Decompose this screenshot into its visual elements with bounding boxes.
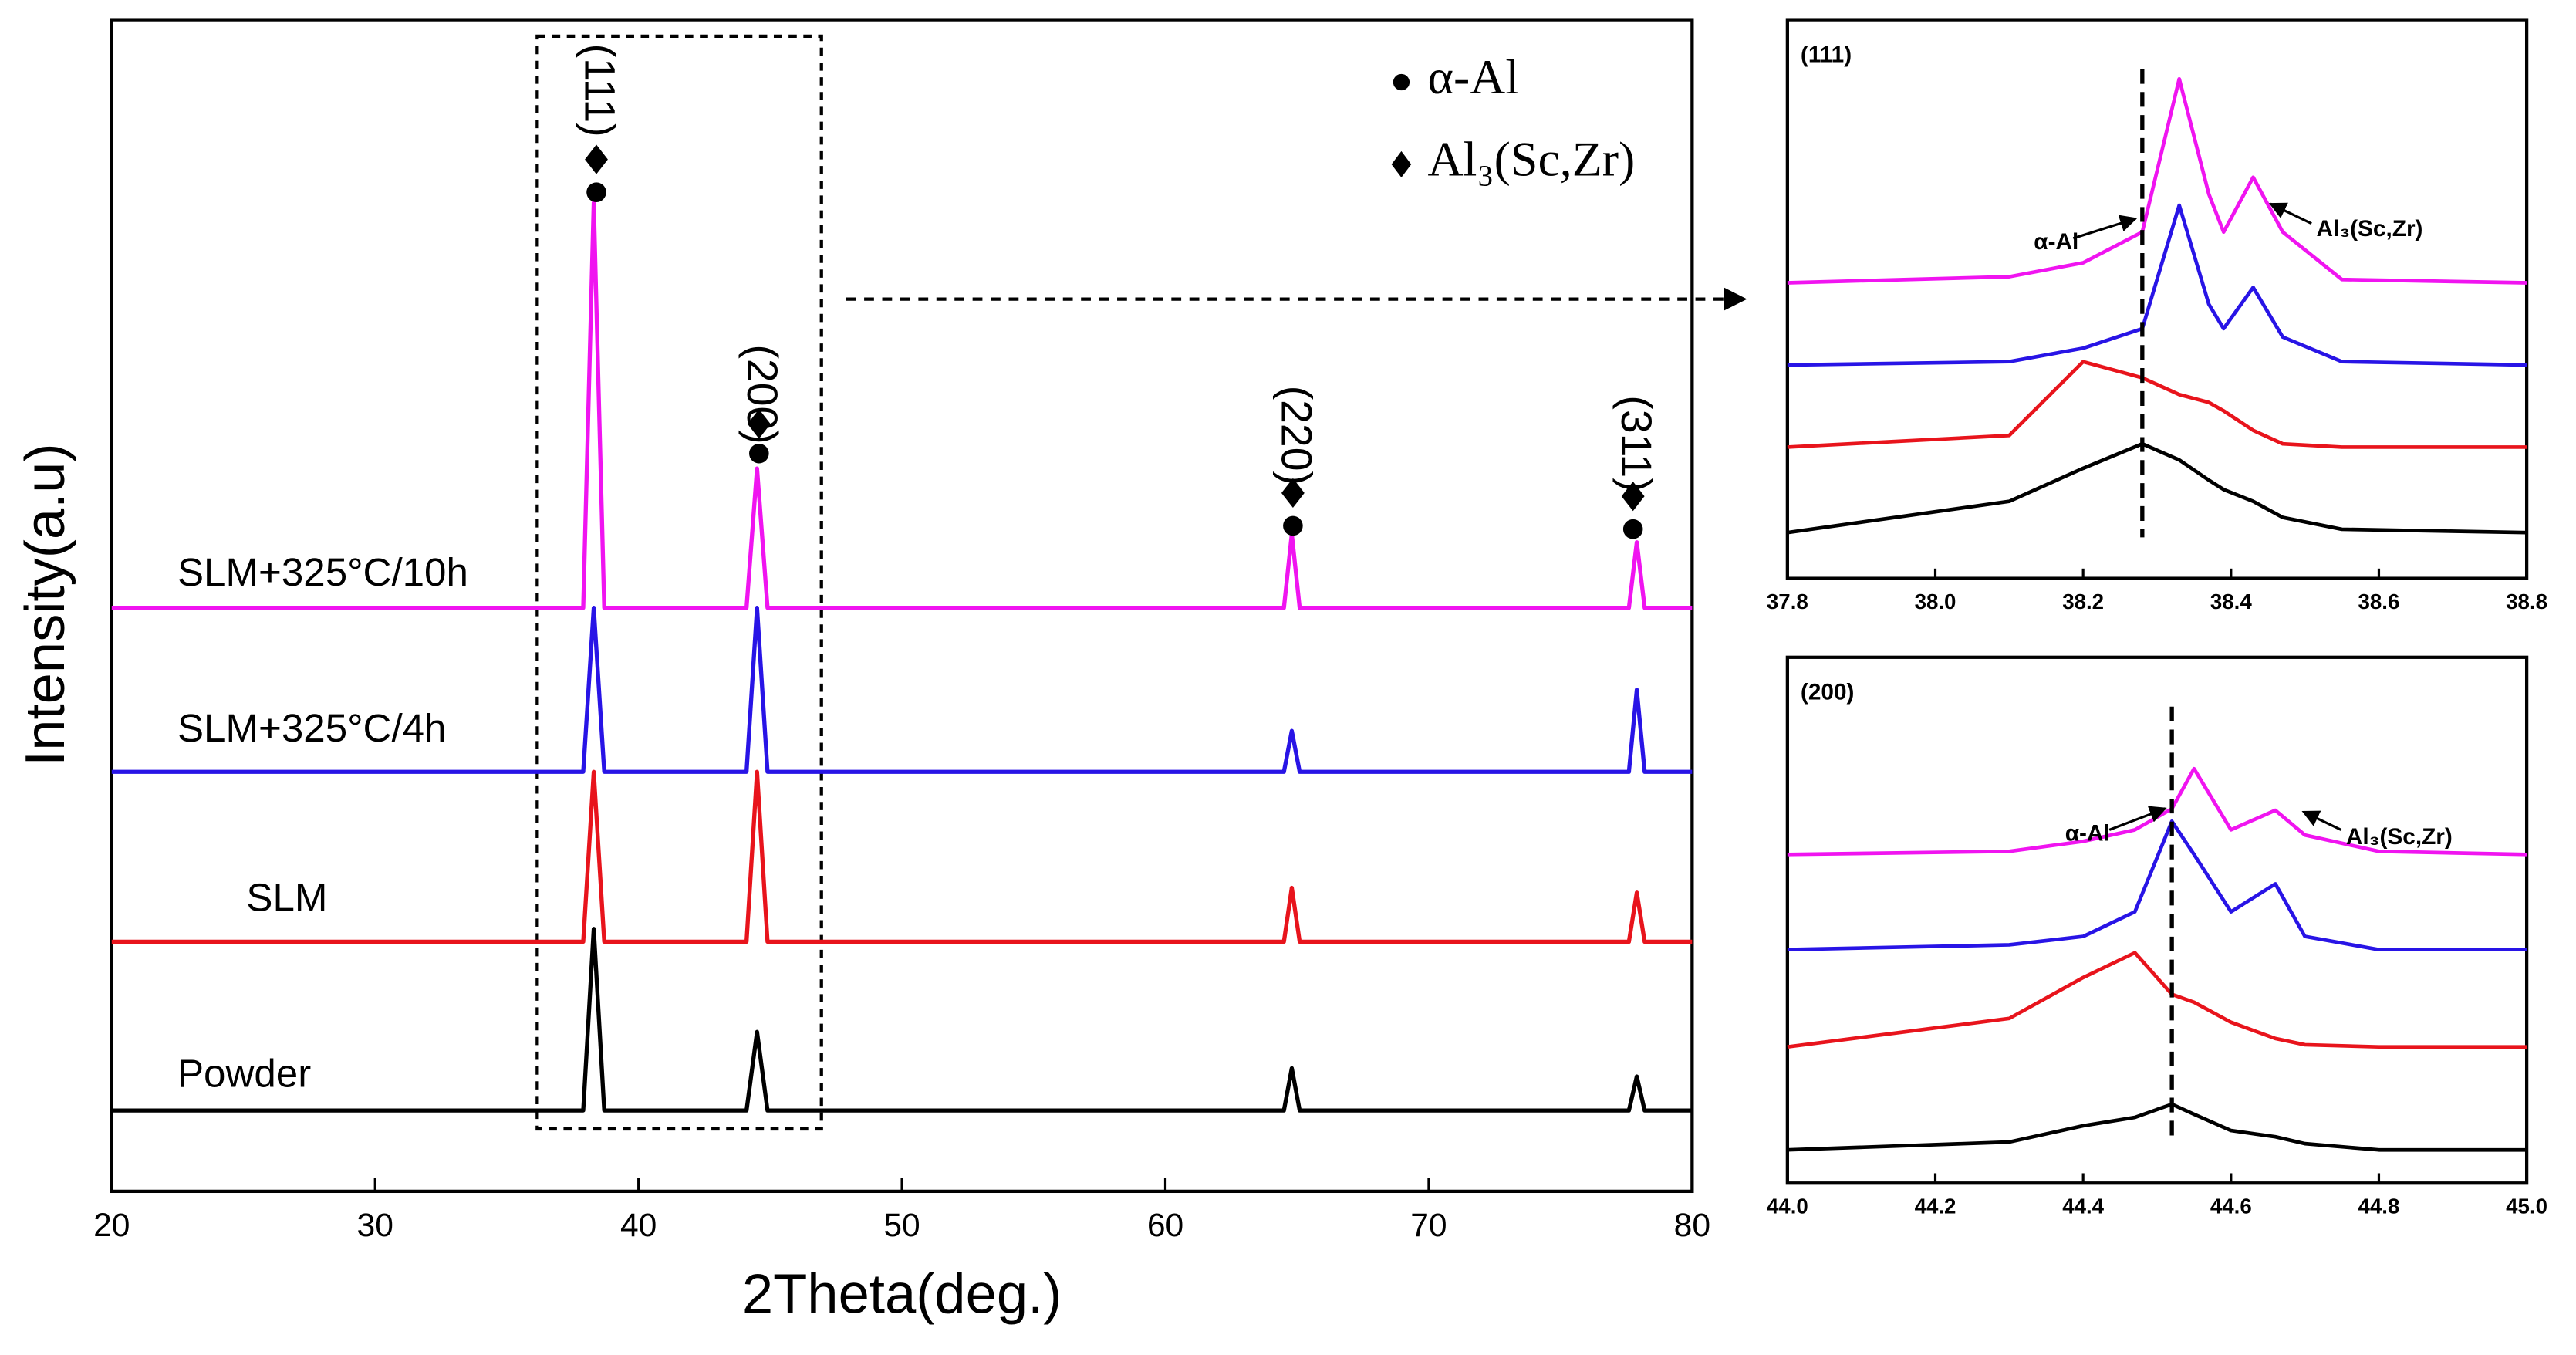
x-tick-label: 70 bbox=[1410, 1207, 1447, 1244]
series-label: Powder bbox=[177, 1051, 311, 1095]
series-line bbox=[1787, 951, 2527, 1049]
peak-label: (111) bbox=[576, 44, 623, 137]
plot-frame bbox=[1785, 18, 2529, 580]
plot-frame bbox=[1785, 655, 2529, 1185]
phase-annotation: α-Al bbox=[2034, 229, 2078, 255]
x-tick-label: 37.8 bbox=[1767, 590, 1808, 613]
series-line bbox=[1787, 441, 2527, 535]
x-tick-label: 44.4 bbox=[2062, 1194, 2104, 1218]
phase-marker bbox=[1283, 515, 1303, 536]
y-axis-label: Intensity(a.u) bbox=[14, 443, 76, 765]
series-line bbox=[111, 606, 1693, 774]
series-line bbox=[111, 200, 1693, 610]
plot-frame bbox=[110, 18, 1694, 1194]
x-tick-label: 38.0 bbox=[1915, 590, 1956, 613]
chart-title: (200) bbox=[1801, 680, 1855, 705]
series-line bbox=[111, 927, 1693, 1113]
phase-annotation: Al₃(Sc,Zr) bbox=[2346, 824, 2453, 850]
series-label: SLM+325°C/4h bbox=[177, 706, 447, 750]
phase-marker bbox=[585, 144, 608, 174]
x-tick-label: 50 bbox=[883, 1207, 920, 1244]
annotation-arrow bbox=[2268, 202, 2312, 225]
series-label: SLM bbox=[246, 875, 327, 919]
phase-annotation: Al₃(Sc,Zr) bbox=[2317, 216, 2423, 242]
series-line bbox=[1787, 1102, 2527, 1152]
series-line bbox=[1787, 76, 2527, 285]
legend-label: Al₃(Sc,Zr) bbox=[1428, 132, 1636, 187]
series-line bbox=[111, 769, 1693, 944]
x-tick-label: 20 bbox=[93, 1207, 130, 1244]
x-tick-label: 38.6 bbox=[2358, 590, 2400, 613]
x-tick-label: 44.2 bbox=[1915, 1194, 1956, 1218]
phase-marker bbox=[1622, 519, 1643, 539]
x-tick-label: 80 bbox=[1674, 1207, 1710, 1244]
x-tick-label: 60 bbox=[1147, 1207, 1183, 1244]
x-axis-label: 2Theta(deg.) bbox=[742, 1262, 1062, 1325]
x-tick-label: 44.8 bbox=[2358, 1194, 2400, 1218]
phase-marker bbox=[749, 443, 769, 464]
series-line bbox=[1787, 819, 2527, 951]
x-tick-label: 38.4 bbox=[2210, 590, 2252, 613]
series-line bbox=[1787, 203, 2527, 367]
x-tick-label: 38.8 bbox=[2506, 590, 2547, 613]
peak-label: (220) bbox=[1272, 386, 1320, 485]
series-line bbox=[1787, 766, 2527, 857]
x-tick-label: 45.0 bbox=[2506, 1194, 2547, 1218]
x-tick-label: 38.2 bbox=[2062, 590, 2104, 613]
x-tick-label: 40 bbox=[620, 1207, 657, 1244]
chart-title: (111) bbox=[1801, 42, 1852, 67]
legend-label: α-Al bbox=[1428, 49, 1520, 104]
peak-label: (311) bbox=[1612, 395, 1660, 492]
legend-marker bbox=[1393, 73, 1410, 91]
x-tick-label: 44.0 bbox=[1767, 1194, 1808, 1218]
annotation-arrow bbox=[2072, 215, 2138, 240]
series-label: SLM+325°C/10h bbox=[177, 550, 468, 594]
annotation-arrow bbox=[2108, 806, 2167, 831]
legend-marker bbox=[1391, 150, 1412, 178]
x-tick-label: 44.6 bbox=[2210, 1194, 2252, 1218]
annotation-arrow bbox=[2301, 810, 2342, 831]
zoom-box bbox=[535, 34, 823, 1131]
phase-marker bbox=[1621, 481, 1645, 512]
x-tick-label: 30 bbox=[357, 1207, 393, 1244]
phase-marker bbox=[747, 409, 771, 439]
phase-annotation: α-Al bbox=[2065, 821, 2110, 846]
phase-marker bbox=[586, 182, 606, 202]
series-line bbox=[1787, 360, 2527, 449]
